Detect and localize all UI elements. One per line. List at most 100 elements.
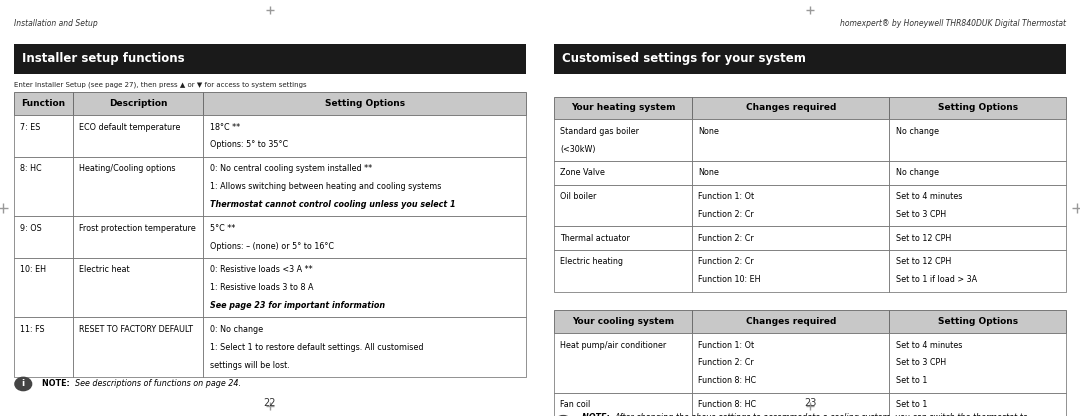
- Text: 1: Allows switching between heating and cooling systems: 1: Allows switching between heating and …: [210, 182, 441, 191]
- Bar: [14, 92, 72, 115]
- Text: See page 23 for important information: See page 23 for important information: [210, 301, 384, 310]
- Text: Changes required: Changes required: [745, 104, 836, 112]
- Bar: [890, 97, 1066, 119]
- Bar: [692, 226, 890, 250]
- Text: Function 8: HC: Function 8: HC: [699, 376, 757, 385]
- Bar: [554, 250, 692, 292]
- Bar: [554, 310, 692, 333]
- Text: 18°C **: 18°C **: [210, 123, 240, 131]
- Text: 0: Resistive loads <3 A **: 0: Resistive loads <3 A **: [210, 265, 312, 274]
- Text: 23: 23: [804, 398, 816, 408]
- Bar: [14, 216, 72, 258]
- Text: i: i: [22, 379, 25, 389]
- Text: 7: ES: 7: ES: [21, 123, 41, 131]
- Text: Heat pump/air conditioner: Heat pump/air conditioner: [561, 341, 666, 349]
- Text: 8: HC: 8: HC: [21, 164, 42, 173]
- Text: ECO default temperature: ECO default temperature: [79, 123, 180, 131]
- Bar: [554, 226, 692, 250]
- Bar: [72, 92, 203, 115]
- Text: Thermal actuator: Thermal actuator: [561, 234, 630, 243]
- Text: Setting Options: Setting Options: [325, 99, 405, 108]
- Text: Set to 12 CPH: Set to 12 CPH: [895, 234, 950, 243]
- Text: (<30kW): (<30kW): [561, 145, 596, 154]
- Text: Function 2: Cr: Function 2: Cr: [699, 359, 754, 367]
- Text: Function 2: Cr: Function 2: Cr: [699, 258, 754, 266]
- Text: homexpert® by Honeywell THR840DUK Digital Thermostat: homexpert® by Honeywell THR840DUK Digita…: [840, 19, 1066, 28]
- Text: See descriptions of functions on page 24.: See descriptions of functions on page 24…: [75, 379, 241, 389]
- Text: 11: FS: 11: FS: [21, 325, 44, 334]
- Bar: [692, 310, 890, 333]
- Text: Changes required: Changes required: [745, 317, 836, 326]
- Bar: [14, 115, 72, 157]
- Text: Function 10: EH: Function 10: EH: [699, 275, 761, 284]
- Text: Options: – (none) or 5° to 16°C: Options: – (none) or 5° to 16°C: [210, 242, 334, 250]
- Bar: [890, 250, 1066, 292]
- Text: Installation and Setup: Installation and Setup: [14, 19, 97, 28]
- Text: RESET TO FACTORY DEFAULT: RESET TO FACTORY DEFAULT: [79, 325, 193, 334]
- Text: No change: No change: [895, 127, 939, 136]
- Bar: [890, 185, 1066, 226]
- Text: Setting Options: Setting Options: [937, 104, 1017, 112]
- Text: Oil boiler: Oil boiler: [561, 192, 596, 201]
- Bar: [890, 333, 1066, 393]
- Text: settings will be lost.: settings will be lost.: [210, 361, 289, 369]
- Text: Heating/Cooling options: Heating/Cooling options: [79, 164, 176, 173]
- Text: Customised settings for your system: Customised settings for your system: [562, 52, 806, 65]
- Bar: [554, 97, 692, 119]
- Text: Set to 1: Set to 1: [895, 400, 927, 409]
- Bar: [14, 44, 526, 74]
- Bar: [554, 333, 692, 393]
- Text: Options: 5° to 35°C: Options: 5° to 35°C: [210, 141, 287, 149]
- Bar: [203, 317, 526, 377]
- Text: Set to 3 CPH: Set to 3 CPH: [895, 210, 946, 219]
- Bar: [72, 258, 203, 317]
- Text: No change: No change: [895, 168, 939, 177]
- Text: Thermostat cannot control cooling unless you select 1: Thermostat cannot control cooling unless…: [210, 200, 456, 209]
- Bar: [692, 119, 890, 161]
- Bar: [692, 333, 890, 393]
- Bar: [72, 115, 203, 157]
- Bar: [692, 161, 890, 185]
- Text: After changing the above settings to accommodate a cooling system, you can switc: After changing the above settings to acc…: [615, 413, 1028, 416]
- Text: Function 1: Ot: Function 1: Ot: [699, 341, 755, 349]
- Bar: [890, 393, 1066, 416]
- Text: Your cooling system: Your cooling system: [572, 317, 674, 326]
- Bar: [203, 258, 526, 317]
- Text: Description: Description: [109, 99, 167, 108]
- Text: Frost protection temperature: Frost protection temperature: [79, 224, 195, 233]
- Bar: [203, 92, 526, 115]
- Text: Standard gas boiler: Standard gas boiler: [561, 127, 639, 136]
- Bar: [554, 393, 692, 416]
- Text: Set to 1 if load > 3A: Set to 1 if load > 3A: [895, 275, 976, 284]
- Text: Set to 4 minutes: Set to 4 minutes: [895, 192, 962, 201]
- Text: 1: Resistive loads 3 to 8 A: 1: Resistive loads 3 to 8 A: [210, 283, 313, 292]
- Bar: [554, 44, 1066, 74]
- Circle shape: [15, 377, 31, 391]
- Text: NOTE:: NOTE:: [582, 413, 612, 416]
- Text: 1: Select 1 to restore default settings. All customised: 1: Select 1 to restore default settings.…: [210, 343, 423, 352]
- Bar: [203, 216, 526, 258]
- Text: Set to 4 minutes: Set to 4 minutes: [895, 341, 962, 349]
- Text: Function: Function: [22, 99, 66, 108]
- Text: Zone Valve: Zone Valve: [561, 168, 605, 177]
- Text: 10: EH: 10: EH: [21, 265, 46, 274]
- Text: None: None: [699, 127, 719, 136]
- Text: 0: No change: 0: No change: [210, 325, 262, 334]
- Bar: [890, 161, 1066, 185]
- Bar: [14, 317, 72, 377]
- Bar: [72, 317, 203, 377]
- Bar: [692, 97, 890, 119]
- Bar: [72, 157, 203, 216]
- Text: Fan coil: Fan coil: [561, 400, 591, 409]
- Text: 9: OS: 9: OS: [21, 224, 42, 233]
- Bar: [692, 393, 890, 416]
- Text: Function 8: HC: Function 8: HC: [699, 400, 757, 409]
- Text: Set to 1: Set to 1: [895, 376, 927, 385]
- Text: Your heating system: Your heating system: [570, 104, 675, 112]
- Bar: [203, 115, 526, 157]
- Text: 22: 22: [264, 398, 276, 408]
- Text: Function 1: Ot: Function 1: Ot: [699, 192, 755, 201]
- Text: 5°C **: 5°C **: [210, 224, 235, 233]
- Text: Setting Options: Setting Options: [937, 317, 1017, 326]
- Text: Function 2: Cr: Function 2: Cr: [699, 210, 754, 219]
